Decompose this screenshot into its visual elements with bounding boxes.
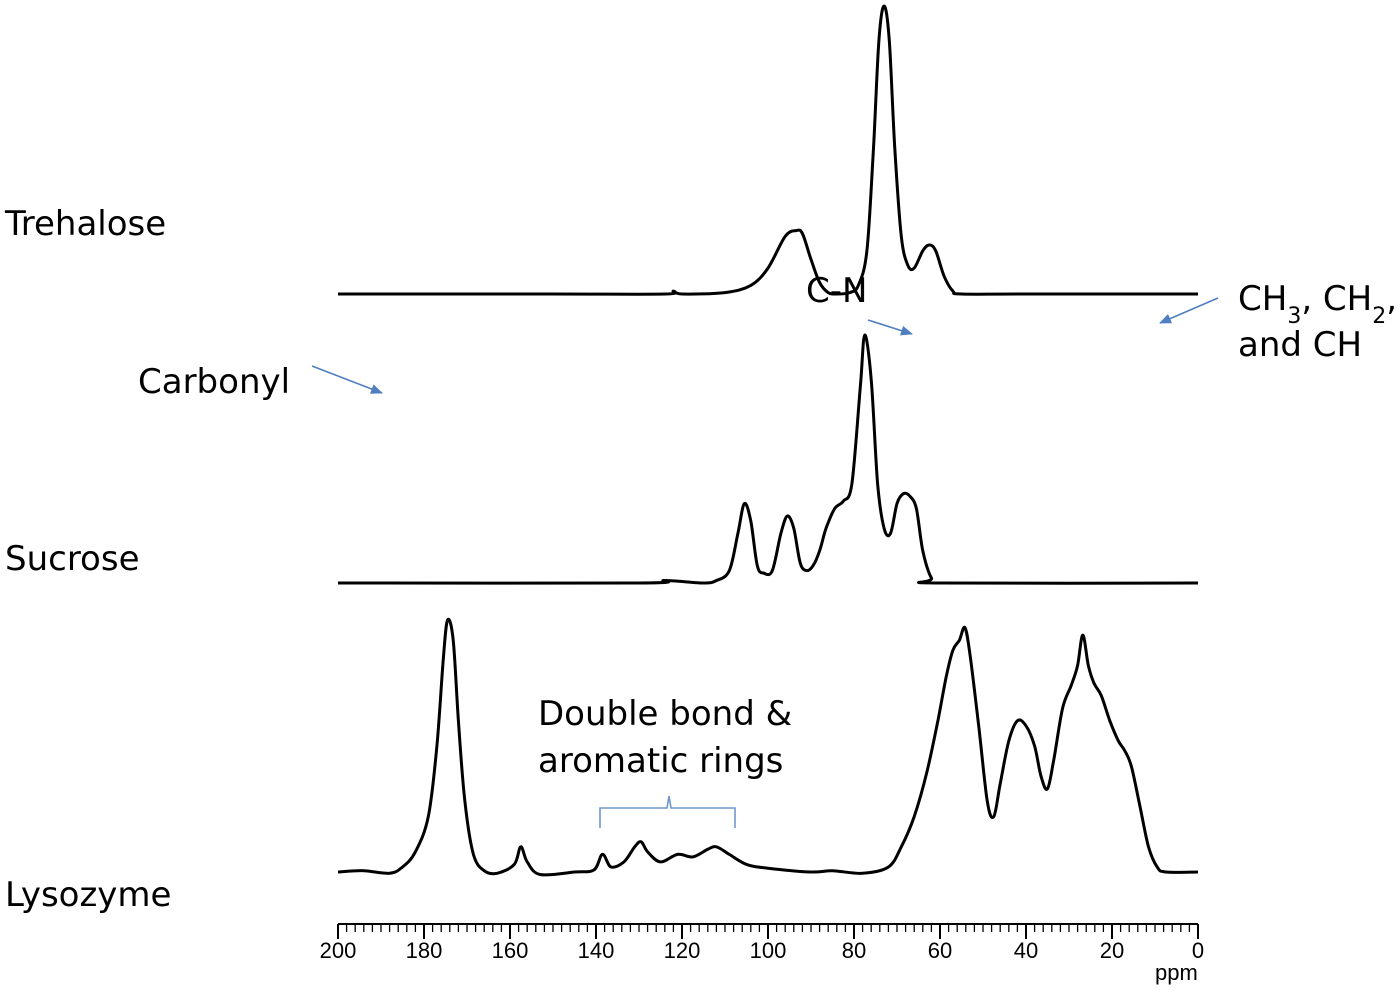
spectra-group — [337, 4, 1199, 877]
annotation-carbonyl: Carbonyl — [138, 362, 290, 402]
annotation-ch-line1: CH3, CH2, — [1238, 279, 1397, 329]
arrow-carbonyl — [311, 365, 383, 394]
ch2-subscript: 2 — [1372, 304, 1386, 329]
x-tick-label: 160 — [492, 938, 529, 963]
spectrum-line-lysozyme — [337, 617, 1199, 877]
x-tick-label: 120 — [664, 938, 701, 963]
annotation-double-bond-line2: aromatic rings — [538, 741, 783, 781]
brace-aromatic-region — [599, 795, 736, 828]
arrow-ch — [1159, 297, 1219, 324]
ch-comma: , — [1386, 279, 1397, 319]
x-tick-label: 200 — [320, 938, 357, 963]
series-label-sucrose: Sucrose — [5, 539, 140, 579]
x-tick-label: 60 — [928, 938, 952, 963]
x-axis-title: ppm — [1155, 960, 1198, 985]
x-tick-label: 180 — [406, 938, 443, 963]
ch3-subscript: 3 — [1287, 304, 1301, 329]
spectrum-line-trehalose — [337, 4, 1198, 296]
x-tick-label: 100 — [750, 938, 787, 963]
series-label-trehalose: Trehalose — [4, 204, 166, 244]
series-label-lysozyme: Lysozyme — [5, 875, 171, 915]
arrow-cn — [867, 319, 913, 336]
annotation-cn: C-N — [806, 271, 867, 311]
spectrum-line-sucrose — [337, 333, 1199, 585]
annotation-ch-line2: and CH — [1238, 325, 1362, 365]
x-tick-label: 20 — [1100, 938, 1124, 963]
x-tick-label: 80 — [842, 938, 866, 963]
x-tick-label: 40 — [1014, 938, 1038, 963]
annotation-double-bond-line1: Double bond & — [538, 694, 792, 734]
ch3-text: CH — [1238, 279, 1287, 319]
x-tick-label: 140 — [578, 938, 615, 963]
x-axis: 200 180 160 140 120 100 80 60 40 20 0 — [320, 923, 1204, 963]
ch2-text: , CH — [1301, 279, 1372, 319]
x-tick-label: 0 — [1192, 938, 1204, 963]
